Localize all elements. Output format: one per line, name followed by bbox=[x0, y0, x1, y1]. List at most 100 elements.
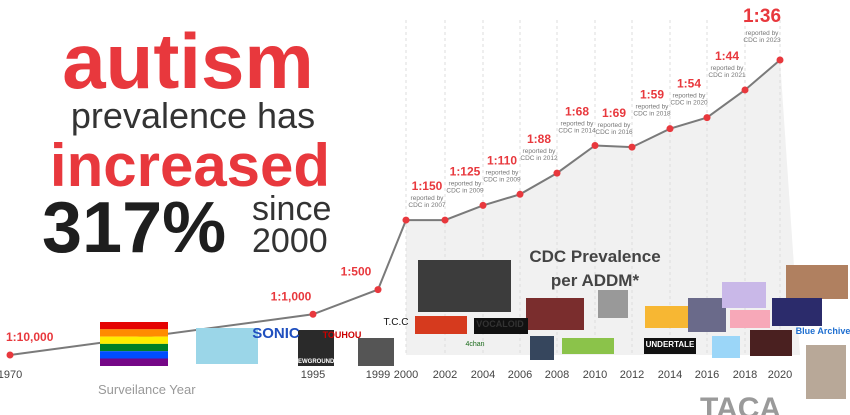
note: reported by bbox=[711, 65, 745, 72]
logo-text: NEWGROUNDS bbox=[294, 359, 339, 365]
note: reported by bbox=[449, 180, 483, 187]
value-label: 1:36 bbox=[743, 6, 781, 27]
image-block bbox=[786, 265, 848, 299]
x-tick-label: 1970 bbox=[0, 369, 22, 381]
data-point bbox=[479, 201, 487, 209]
note: CDC in 2009 bbox=[483, 176, 521, 183]
note: reported by bbox=[523, 148, 557, 155]
logo-text: Blue Archive bbox=[796, 326, 850, 336]
x-tick-label: 1995 bbox=[301, 369, 325, 381]
headline-word: increased bbox=[50, 132, 330, 199]
trend-line bbox=[9, 59, 781, 356]
data-point bbox=[374, 286, 382, 294]
image-block bbox=[196, 328, 258, 364]
value-label: 1:44 bbox=[715, 49, 739, 63]
value-label: 1:69 bbox=[602, 106, 626, 120]
data-point bbox=[628, 143, 636, 151]
image-block bbox=[772, 298, 822, 326]
x-tick-label: 2008 bbox=[545, 369, 569, 381]
image-block bbox=[526, 298, 584, 330]
brand: TACA bbox=[700, 392, 781, 415]
data-point bbox=[553, 169, 561, 177]
note: CDC in 2021 bbox=[708, 72, 746, 79]
value-label: 1:54 bbox=[677, 77, 701, 91]
logo-text: SONIC bbox=[252, 325, 300, 342]
image-block bbox=[530, 336, 554, 360]
data-point bbox=[666, 125, 674, 133]
value-label: 1:68 bbox=[565, 104, 589, 118]
image-block bbox=[598, 290, 628, 318]
image-block bbox=[722, 282, 766, 308]
note: reported by bbox=[411, 195, 445, 202]
note: CDC in 2007 bbox=[408, 202, 446, 209]
data-point bbox=[441, 216, 449, 224]
logo-back bbox=[474, 318, 528, 334]
value-label: 1:59 bbox=[640, 88, 664, 102]
image-block bbox=[562, 338, 614, 354]
image-collage bbox=[100, 260, 848, 399]
x-tick-label: 2012 bbox=[620, 369, 644, 381]
headline-word: autism bbox=[62, 17, 313, 105]
note: reported by bbox=[636, 104, 670, 111]
value-label: 1:110 bbox=[487, 153, 517, 167]
x-tick-label: 2020 bbox=[768, 369, 792, 381]
x-tick-label: 2002 bbox=[433, 369, 457, 381]
data-point bbox=[516, 190, 524, 198]
x-tick-label: 2016 bbox=[695, 369, 719, 381]
value-label: 1:125 bbox=[450, 164, 481, 178]
note: CDC in 2023 bbox=[743, 37, 781, 44]
logo-text: 4chan bbox=[465, 341, 484, 348]
note: CDC in 2012 bbox=[520, 155, 558, 162]
x-axis-title: Surveilance Year bbox=[98, 382, 196, 397]
value-label: 1:10,000 bbox=[6, 330, 54, 344]
data-point bbox=[6, 351, 14, 359]
note: reported by bbox=[598, 122, 632, 129]
value-label: 1:88 bbox=[527, 132, 551, 146]
note: reported by bbox=[561, 120, 595, 127]
logo-back bbox=[644, 338, 696, 354]
value-label: 1:500 bbox=[341, 265, 372, 279]
value-label: 1:150 bbox=[412, 179, 443, 193]
logo-text: VOCALOID bbox=[476, 319, 524, 329]
note: CDC in 2014 bbox=[558, 127, 596, 134]
x-tick-label: 2018 bbox=[733, 369, 757, 381]
headline-line: 2000 bbox=[252, 222, 328, 260]
image-block bbox=[298, 330, 334, 366]
image-block bbox=[750, 330, 792, 356]
x-tick-label: 2004 bbox=[471, 369, 495, 381]
note: CDC in 2016 bbox=[595, 129, 633, 136]
note: reported by bbox=[746, 30, 780, 37]
series-label: per ADDM* bbox=[551, 271, 640, 290]
logo-text: UNDERTALE bbox=[646, 340, 695, 349]
note: CDC in 2018 bbox=[633, 111, 671, 118]
x-tick-label: 2014 bbox=[658, 369, 682, 381]
image-block bbox=[418, 260, 511, 312]
note: CDC in 2009 bbox=[446, 187, 484, 194]
series-label: CDC Prevalence bbox=[529, 247, 660, 266]
image-block bbox=[415, 316, 467, 334]
x-tick-label: 2010 bbox=[583, 369, 607, 381]
headline-line: prevalence has bbox=[71, 95, 315, 136]
note: reported by bbox=[486, 169, 520, 176]
image-block bbox=[688, 298, 726, 332]
image-block bbox=[712, 336, 740, 358]
logo-text: TOUHOU bbox=[323, 330, 362, 340]
note: CDC in 2020 bbox=[670, 100, 708, 107]
image-block bbox=[730, 310, 770, 328]
x-tick-label: 2000 bbox=[394, 369, 418, 381]
headline-line: since bbox=[252, 190, 331, 228]
logo-text: T.C.C bbox=[384, 317, 409, 328]
image-block bbox=[358, 338, 394, 366]
x-tick-label: 2006 bbox=[508, 369, 532, 381]
data-point bbox=[402, 216, 410, 224]
x-tick-label: 1999 bbox=[366, 369, 390, 381]
headline-percent: 317% bbox=[42, 188, 226, 268]
image-block bbox=[645, 306, 697, 328]
rainbow-flag bbox=[100, 322, 168, 366]
note: reported by bbox=[673, 93, 707, 100]
data-point bbox=[309, 310, 317, 318]
data-point bbox=[703, 114, 711, 122]
image-block bbox=[806, 345, 846, 399]
data-point bbox=[776, 56, 784, 64]
